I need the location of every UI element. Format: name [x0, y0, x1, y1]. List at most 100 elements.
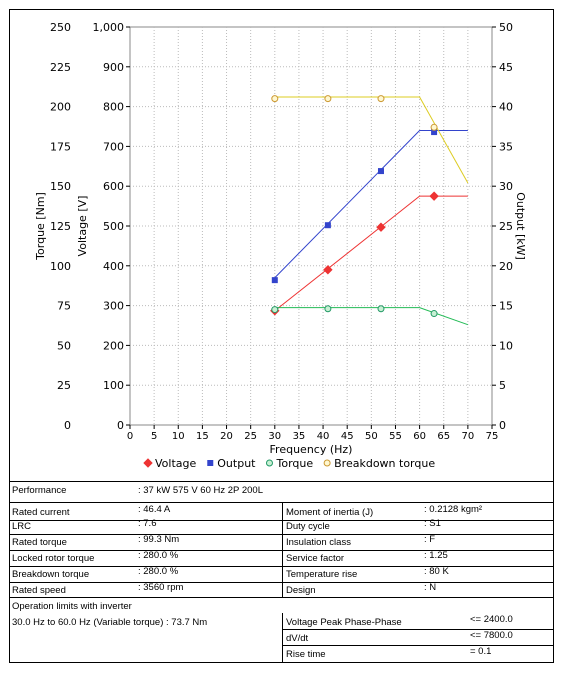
output-tick-label: 35 [499, 140, 513, 153]
table-center-divider [282, 502, 283, 597]
datasheet-frame [9, 9, 554, 663]
x-axis-label: Frequency (Hz) [270, 443, 353, 456]
torque-tick-label: 50 [57, 339, 71, 352]
x-tick-label: 60 [413, 431, 426, 442]
spec-value: : F [424, 534, 436, 545]
spec-value: : 1.25 [424, 550, 448, 561]
spec-value: : N [424, 582, 437, 593]
inverter-row-divider-2 [282, 645, 553, 646]
torque-tick-label: 150 [50, 180, 71, 193]
voltage-tick-label: 700 [103, 140, 124, 153]
inverter-label: Rise time [286, 649, 326, 660]
right-row-divider [282, 550, 553, 551]
voltage-tick-label: 900 [103, 61, 124, 74]
spec-label: Duty cycle [286, 521, 330, 532]
output-axis-label: Output [kW] [514, 192, 527, 260]
spec-label: Insulation class [286, 537, 351, 548]
breakdown-torque-legend-marker [323, 459, 331, 467]
x-tick-label: 20 [220, 431, 233, 442]
torque-tick-label: 100 [50, 260, 71, 273]
performance-chart: 0 5 10 15 20 25 30 35 40 45 50 55 60 65 70 750 0 025 100 55… [34, 21, 527, 470]
torque-tick-label: 225 [50, 61, 71, 74]
voltage-point [429, 191, 439, 201]
torque-tick-label: 250 [50, 21, 71, 34]
torque-point [377, 305, 385, 313]
x-tick-label: 50 [365, 431, 378, 442]
left-row-divider [10, 550, 282, 551]
output-legend-label: Output [217, 457, 256, 470]
voltage-line [274, 195, 468, 312]
spec-value: : 7.6 [138, 518, 157, 529]
x-tick-label: 40 [317, 431, 330, 442]
left-row-divider [10, 582, 282, 583]
spec-label: Locked rotor torque [12, 553, 95, 564]
inverter-label: Voltage Peak Phase-Phase [286, 617, 402, 628]
inverter-divider [10, 597, 553, 598]
output-line [274, 129, 468, 279]
voltage-tick-label: 400 [103, 260, 124, 273]
voltage-tick-label: 1,000 [93, 21, 125, 34]
inverter-text: 30.0 Hz to 60.0 Hz (Variable torque) : 7… [12, 617, 208, 628]
torque-legend-label: Torque [275, 457, 313, 470]
right-row-divider [282, 534, 553, 535]
spec-label: Rated current [12, 507, 70, 518]
inverter-center-divider [282, 613, 283, 662]
chart-legend: Voltage Output Torque Breakdown torque [143, 457, 435, 470]
x-tick-label: 30 [268, 431, 281, 442]
torque-line [274, 307, 469, 326]
voltage-tick-label: 500 [103, 220, 124, 233]
chart-series [270, 95, 469, 326]
chart-grid [129, 26, 493, 426]
voltage-tick-label: 600 [103, 180, 124, 193]
breakdown-torque-point [377, 95, 385, 103]
x-tick-label: 5 [151, 431, 157, 442]
spec-label: Rated torque [12, 537, 67, 548]
spec-label: LRC [12, 521, 32, 532]
performance-label: Performance [12, 485, 67, 496]
output-tick-label: 5 [499, 379, 506, 392]
output-tick-label: 40 [499, 101, 513, 114]
x-tick-label: 75 [486, 431, 499, 442]
inverter-title: Operation limits with inverter [12, 601, 132, 612]
x-tick-label: 55 [389, 431, 402, 442]
breakdown-torque-point [271, 95, 279, 103]
spec-label: Service factor [286, 553, 345, 564]
chart-axes: 0 5 10 15 20 25 30 35 40 45 50 55 60 65 70 750 0 025 100 55… [34, 21, 527, 456]
x-tick-label: 70 [461, 431, 474, 442]
voltage-axis-label: Voltage [V] [76, 196, 89, 257]
voltage-tick-label: 800 [103, 101, 124, 114]
spec-label: Rated speed [12, 585, 66, 596]
output-point [324, 222, 331, 229]
right-row-divider [282, 520, 553, 521]
voltage-tick-label: 300 [103, 300, 124, 313]
output-tick-label: 30 [499, 180, 513, 193]
torque-point [271, 306, 279, 314]
spec-value: : 280.0 % [138, 566, 179, 577]
x-tick-label: 25 [244, 431, 257, 442]
torque-tick-label: 200 [50, 101, 71, 114]
voltage-tick-label: 0 [117, 419, 124, 432]
output-point [271, 277, 278, 284]
x-tick-label: 35 [293, 431, 306, 442]
x-tick-label: 15 [196, 431, 209, 442]
right-row-divider [282, 566, 553, 567]
output-point [377, 168, 384, 175]
voltage-tick-label: 100 [103, 379, 124, 392]
performance-divider [10, 502, 553, 503]
breakdown-torque-line [274, 96, 469, 184]
torque-point [430, 310, 438, 318]
spec-value: : 99.3 Nm [138, 534, 180, 545]
voltage-point [323, 265, 333, 275]
x-tick-label: 45 [341, 431, 354, 442]
right-row-divider [282, 582, 553, 583]
voltage-tick-label: 200 [103, 339, 124, 352]
inverter-value: <= 2400.0 [470, 614, 513, 625]
breakdown-torque-point [430, 123, 438, 131]
torque-tick-label: 125 [50, 220, 71, 233]
output-tick-label: 50 [499, 21, 513, 34]
spec-label: Moment of inertia (J) [286, 507, 374, 518]
spec-value: : 280.0 % [138, 550, 179, 561]
torque-legend-marker [265, 459, 273, 467]
output-point [431, 129, 438, 136]
spec-value: : 0.2128 kgm² [424, 504, 483, 515]
